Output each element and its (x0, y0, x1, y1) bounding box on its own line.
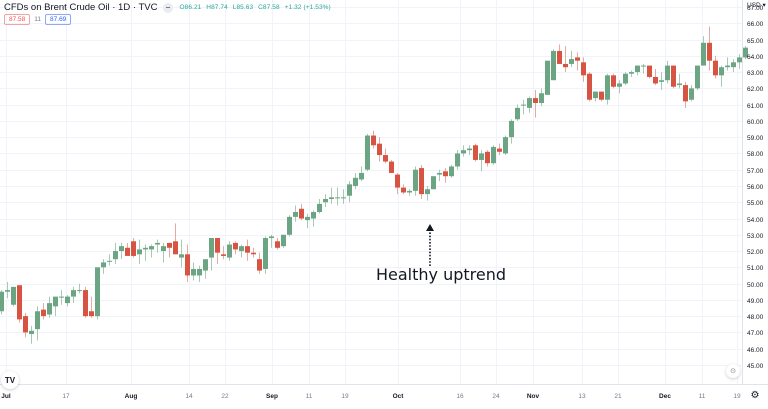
time-tick-label: 11 (699, 393, 706, 400)
time-tick-label: 17 (62, 393, 70, 400)
price-tick-label: 67.00 (747, 5, 764, 12)
tradingview-logo-icon[interactable]: TV (1, 371, 19, 389)
price-tick-label: 52.00 (747, 249, 764, 256)
price-tick-label: 55.00 (747, 200, 764, 207)
price-tick-label: 66.00 (747, 21, 764, 28)
price-tick-label: 53.00 (747, 233, 764, 240)
time-tick-label: 11 (306, 393, 313, 400)
time-tick-label: Jul (1, 393, 11, 400)
price-tick-label: 46.00 (747, 347, 764, 354)
price-tick-label: 65.00 (747, 38, 764, 45)
time-tick-label: 21 (614, 393, 622, 400)
time-tick-label: 19 (733, 393, 741, 400)
price-tick-label: 47.00 (747, 330, 764, 337)
time-tick-label: 14 (185, 393, 193, 400)
time-tick-label: Oct (393, 393, 405, 400)
dotted-arrow-icon (426, 224, 434, 266)
time-tick-label: 13 (578, 393, 586, 400)
price-tick-label: 56.00 (747, 184, 764, 191)
time-axis[interactable]: Jul 17 Aug 14 22 Sep 11 19 Oct 16 24 Nov 13 21 Dec 11 19 (1, 393, 741, 400)
price-tick-label: 62.00 (747, 86, 764, 93)
price-tick-label: 54.00 (747, 217, 764, 224)
price-tick-label: 50.00 (747, 282, 764, 289)
time-tick-label: 22 (221, 393, 229, 400)
buy-button[interactable]: 87.69 (45, 14, 72, 25)
chart-legend: CFDs on Brent Crude Oil · 1D · TVC O86.2… (4, 2, 334, 13)
low-value: L85.63 (232, 4, 254, 11)
change-value: +1.32 (+1.53%) (284, 4, 331, 11)
close-value: C87.58 (258, 4, 280, 11)
price-axis[interactable]: 67.00 66.00 65.00 64.00 63.00 62.00 61.00 60.00… (747, 5, 764, 370)
collapse-legend-icon[interactable] (163, 2, 174, 13)
sell-button[interactable]: 87.58 (4, 14, 31, 25)
price-tick-label: 59.00 (747, 135, 764, 142)
currency-dropdown[interactable]: USD ▾ (747, 2, 766, 9)
high-value: H87.74 (206, 4, 228, 11)
spread-value: 11 (34, 16, 42, 23)
gear-icon[interactable]: ⚙ (750, 389, 760, 401)
ohlc-values: O86.21 H87.74 L85.63 C87.58 +1.32 (+1.53… (179, 4, 333, 11)
price-tick-label: 61.00 (747, 103, 764, 110)
time-tick-label: 19 (341, 393, 349, 400)
time-tick-label: Dec (659, 393, 671, 400)
time-tick-label: 16 (456, 393, 464, 400)
price-tick-label: 48.00 (747, 314, 764, 321)
time-tick-label: Sep (266, 393, 278, 400)
price-tick-label: 57.00 (747, 168, 764, 175)
price-tick-label: 45.00 (747, 363, 764, 370)
time-tick-label: Nov (527, 393, 540, 400)
time-tick-label: Aug (125, 393, 138, 400)
price-tick-label: 60.00 (747, 119, 764, 126)
auto-scale-icon[interactable]: ⊙ (726, 364, 740, 378)
price-tick-label: 58.00 (747, 151, 764, 158)
price-tick-label: 64.00 (747, 54, 764, 61)
time-tick-label: 24 (492, 393, 500, 400)
chart-grid (0, 0, 742, 384)
price-tick-label: 63.00 (747, 70, 764, 77)
trade-buttons: 87.58 11 87.69 (4, 14, 72, 25)
open-value: O86.21 (179, 4, 202, 11)
price-tick-label: 51.00 (747, 265, 764, 272)
annotation-label: Healthy uptrend (376, 265, 507, 284)
symbol-title[interactable]: CFDs on Brent Crude Oil · 1D · TVC (4, 2, 158, 13)
price-tick-label: 49.00 (747, 298, 764, 305)
candles (0, 26, 748, 344)
